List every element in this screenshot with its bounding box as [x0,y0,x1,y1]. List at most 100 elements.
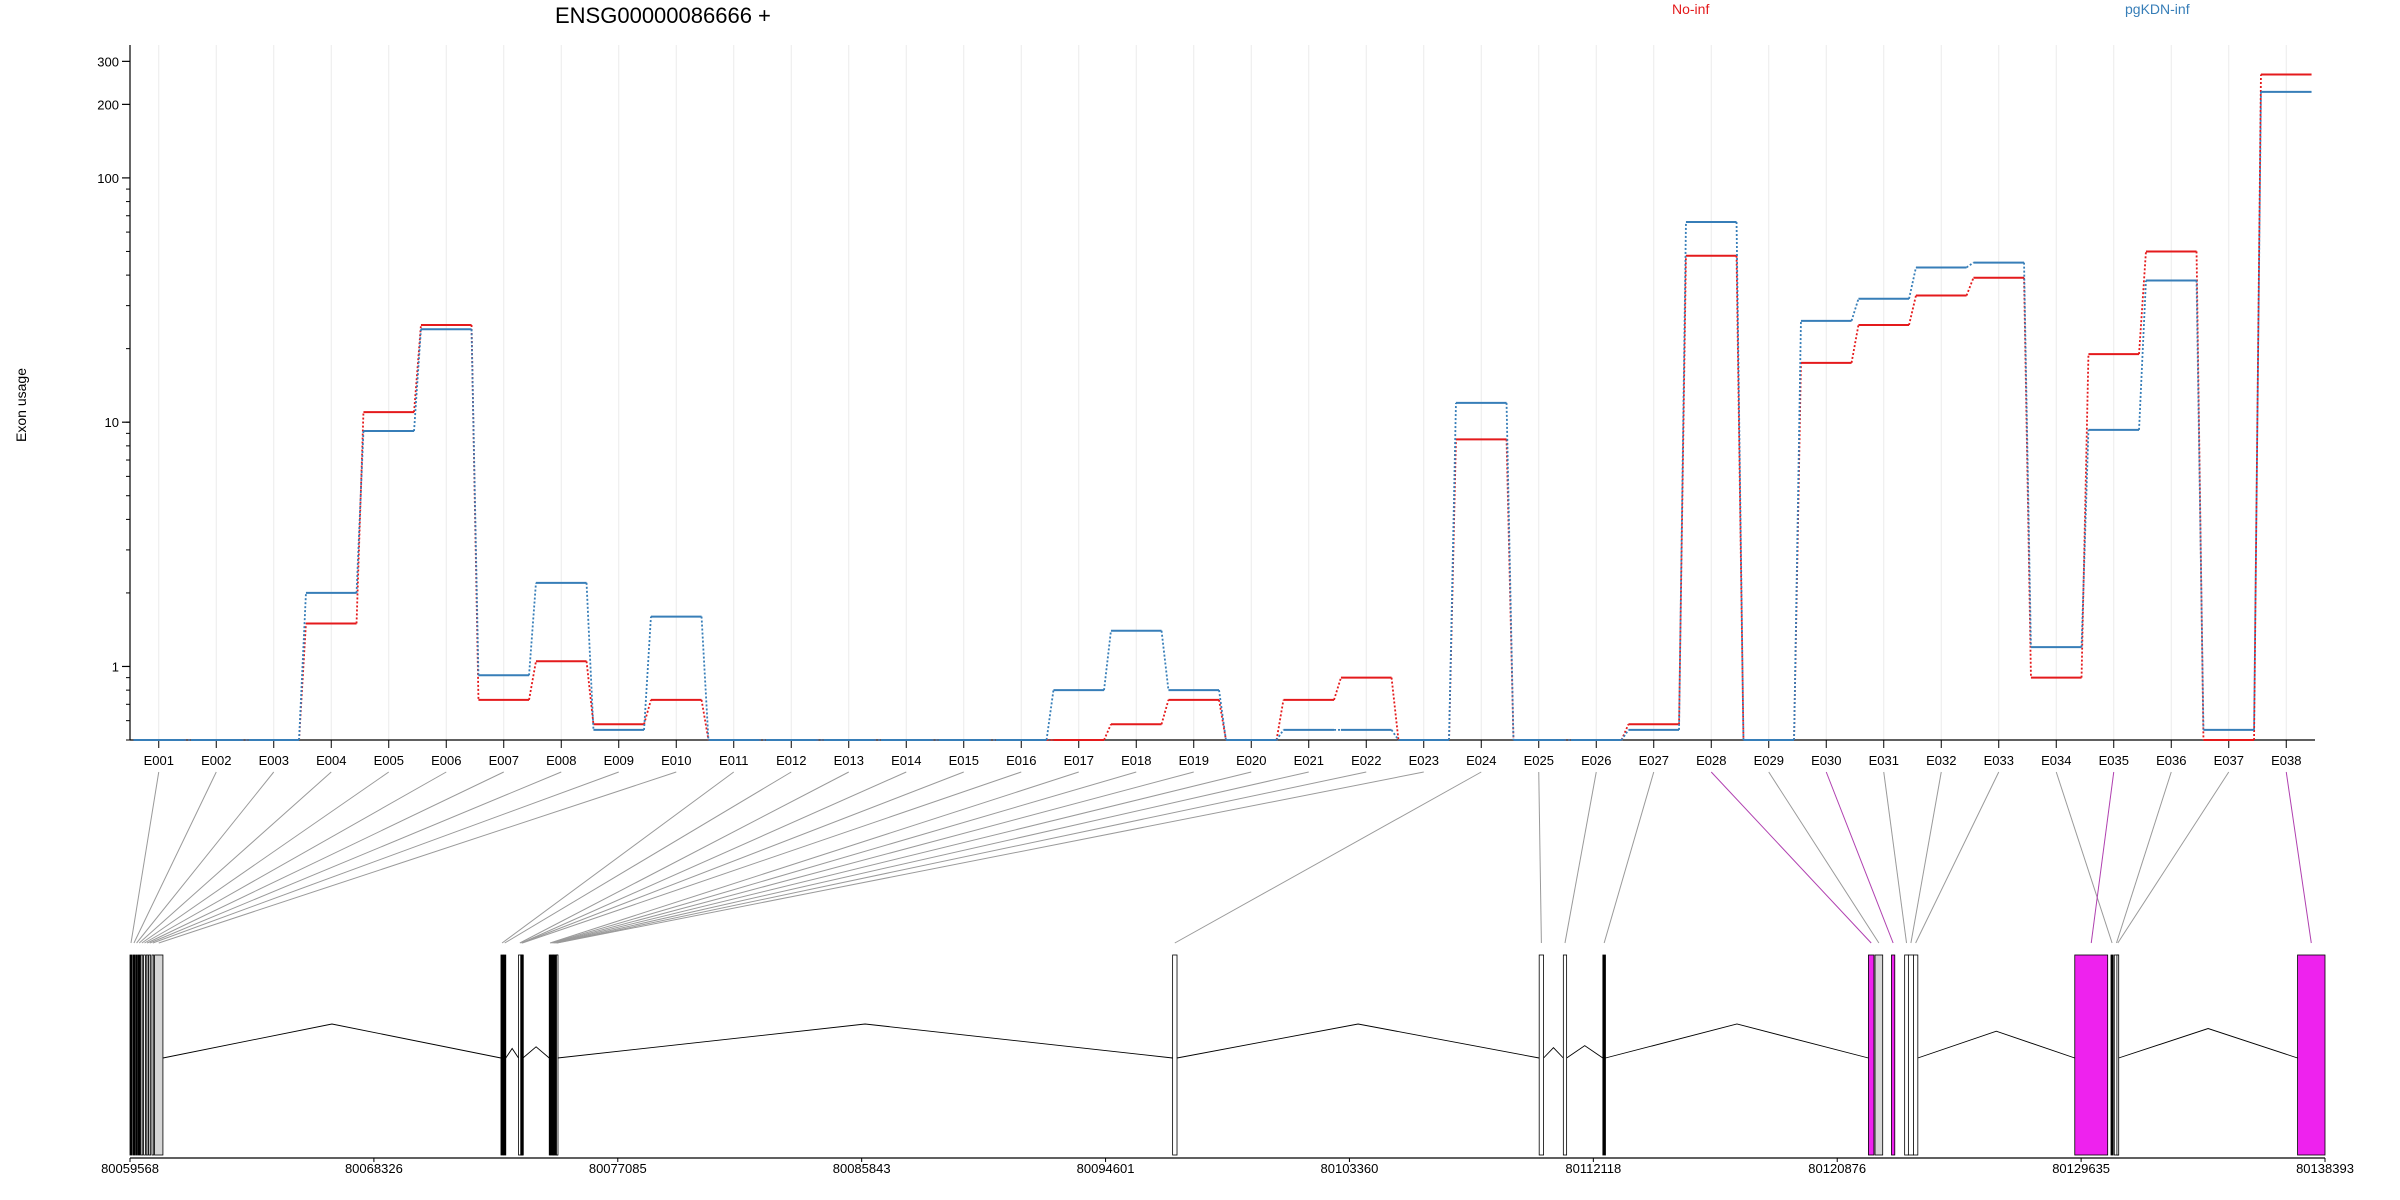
genomic-tick-label: 80112118 [1565,1161,1621,1176]
y-tick-label: 300 [97,54,119,69]
series-connector [1620,723,1630,741]
exon-connector [556,771,1367,944]
exon-connector [136,771,275,944]
x-tick-label: E031 [1869,753,1899,768]
x-tick-label: E020 [1236,753,1266,768]
x-tick-label: E016 [1006,753,1036,768]
exon-box-E024 [1172,954,1178,1156]
exon-box-E012 [503,954,507,1156]
x-tick-label: E022 [1351,753,1381,768]
x-tick-label: E021 [1294,753,1324,768]
series-connector [1850,324,1860,363]
exon-box-E008 [148,954,152,1156]
exon-connector [552,771,1194,944]
x-tick-label: E024 [1466,753,1496,768]
intron-line [505,1047,519,1059]
exon-connector [1825,771,1894,944]
intron-line [557,1023,1173,1059]
series-connector [413,324,422,413]
series-connector [2023,262,2032,648]
exon-connector [1910,771,1942,944]
exon-connector [1603,771,1655,944]
series-connector [1045,690,1055,741]
series-connector [1160,630,1170,691]
exon-box-E001 [129,954,133,1156]
series-connector [1735,255,1745,741]
x-tick-label: E015 [949,753,979,768]
exon-connector [553,771,1252,944]
series-connector [298,592,307,741]
series-connector [1160,699,1170,725]
intron-line [162,1023,502,1059]
x-tick-label: E006 [431,753,461,768]
x-tick-label: E026 [1581,753,1611,768]
exon-connector [521,771,907,944]
exon-box-E027 [1602,954,1606,1156]
series-connector [2023,277,2032,678]
series-connector [1218,690,1227,741]
exon-connector [521,771,964,944]
series-connector [585,661,595,725]
series-connector [528,661,537,701]
series-connector [2138,280,2147,430]
exon-connector [522,771,1022,944]
exon-connector [1768,771,1880,944]
series-connector [2195,280,2205,730]
exon-connector [551,771,1137,944]
x-tick-label: E023 [1409,753,1439,768]
x-axis: E001 E002 E003 E004 E005 E006 E007 E008 E009 E010… [130,739,2315,768]
y-axis: 1 10 100 200 300 [97,45,131,741]
x-tick-label: E003 [259,753,289,768]
x-tick-label: E012 [776,753,806,768]
x-tick-label: E035 [2099,753,2129,768]
exon-connector [152,771,619,944]
exon-connector [501,771,735,944]
exon-connector [158,771,677,944]
series-connector [2253,74,2262,741]
y-tick-label: 1 [112,659,119,674]
series-no-inf [133,73,2312,741]
x-tick-label: E014 [891,753,921,768]
series-connector [700,616,710,741]
exon-box-E009 [151,954,155,1156]
exon-box-E034 [2110,954,2114,1156]
series-lines [133,73,2312,741]
exon-connector [1915,771,2000,944]
intron-line [1176,1023,1540,1059]
exon-box-E032 [1907,954,1914,1156]
genomic-tick-label: 80129635 [2052,1161,2110,1176]
x-tick-label: E019 [1179,753,1209,768]
series-connector [1965,277,1975,296]
exon-box-E010 [154,954,164,1156]
y-axis-label: Exon usage [13,368,29,442]
series-connector [470,324,480,700]
exon-connector [549,771,1079,944]
series-connector [1908,295,1917,326]
series-pgkdn-inf [133,90,2312,741]
exon-box-E026 [1562,954,1568,1156]
legend-entry-no-inf: No-inf [1672,1,1709,17]
series-connector [1850,298,1860,322]
exon-connector [519,771,849,944]
intron-line [1917,1030,2075,1059]
series-connector [585,582,595,730]
series-connector [1678,221,1687,730]
x-tick-label: E038 [2271,753,2301,768]
exon-connector [556,771,1424,944]
x-tick-label: E036 [2156,753,2186,768]
exon-box-E029 [1874,954,1884,1156]
x-tick-label: E033 [1984,753,2014,768]
x-tick-label: E004 [316,753,346,768]
x-tick-label: E005 [374,753,404,768]
exon-connector [133,771,217,944]
exon-connectors [130,771,2312,944]
exon-box-E028 [1868,954,1875,1156]
exon-connector [2090,771,2115,944]
exon-connector [504,771,792,944]
x-tick-label: E028 [1696,753,1726,768]
exon-box-E038 [2297,954,2326,1156]
x-tick-label: E011 [719,753,748,768]
exon-connector [138,771,332,944]
y-tick-label: 200 [97,97,119,112]
